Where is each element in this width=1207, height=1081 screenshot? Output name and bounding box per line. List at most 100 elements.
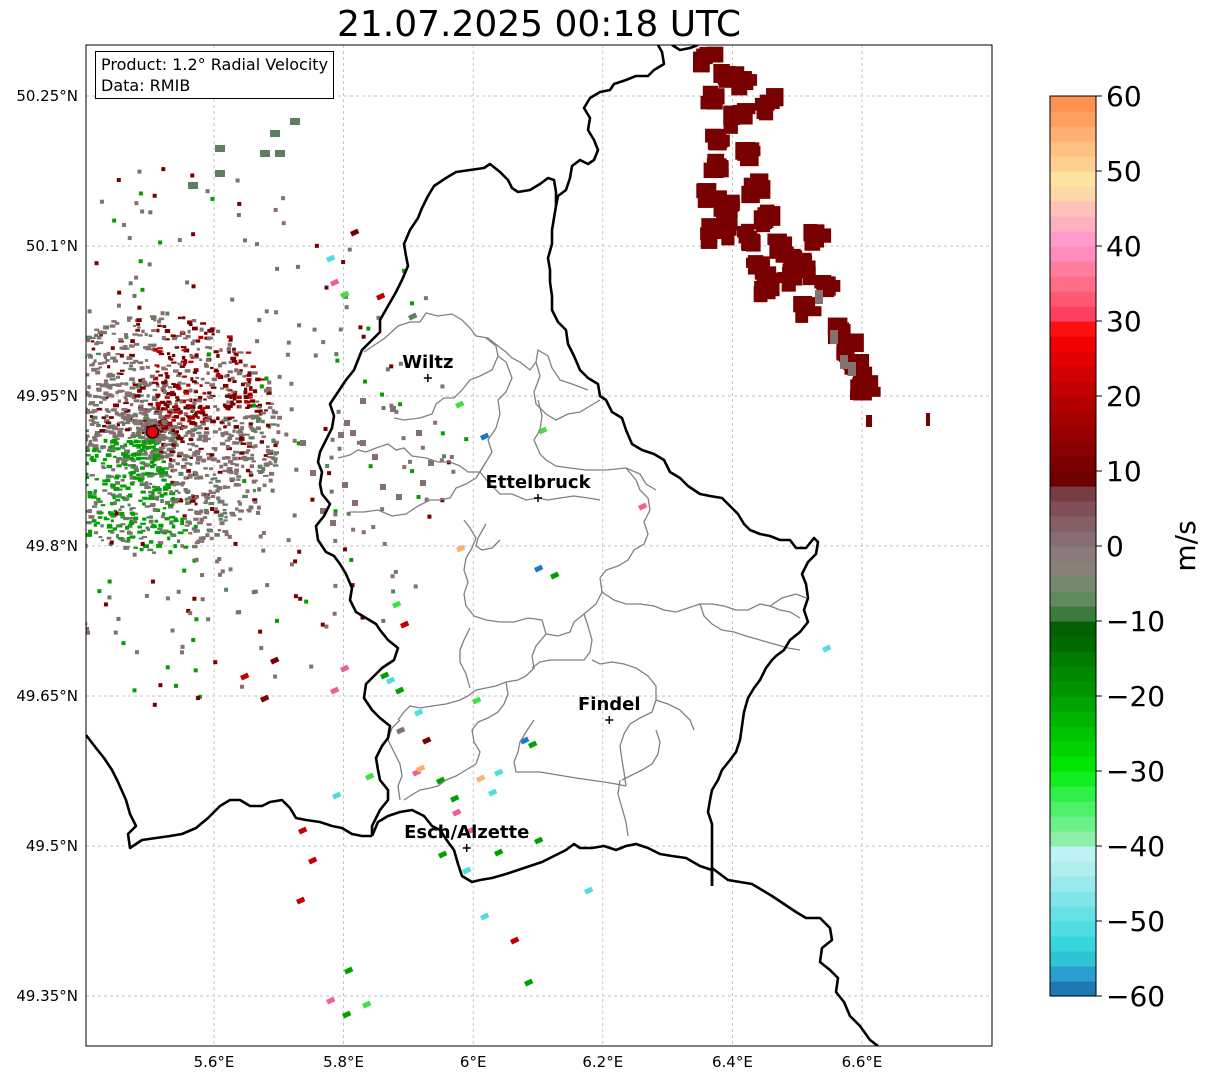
colorbar-segment (1050, 636, 1096, 652)
city-label: Wiltz (402, 352, 453, 373)
lat-tick-label: 49.95°N (16, 387, 78, 405)
lon-tick-label: 6.6°E (842, 1053, 883, 1071)
colorbar-tick-label: 30 (1106, 305, 1142, 338)
colorbar-tick-label: 10 (1106, 455, 1142, 488)
lat-tick-label: 50.1°N (26, 237, 78, 255)
radar-echoes (86, 46, 930, 1019)
colorbar-segment (1050, 456, 1096, 472)
colorbar-segment (1050, 771, 1096, 787)
colorbar-segment (1050, 726, 1096, 742)
colorbar-segment (1050, 606, 1096, 622)
colorbar-segment (1050, 126, 1096, 142)
colorbar-segment (1050, 756, 1096, 772)
colorbar-segment (1050, 321, 1096, 337)
colorbar-segment (1050, 276, 1096, 292)
lat-tick-label: 50.25°N (16, 87, 78, 105)
colorbar-segment (1050, 411, 1096, 427)
colorbar-segment (1050, 876, 1096, 892)
colorbar-tick-label: 20 (1106, 380, 1142, 413)
colorbar-segment (1050, 516, 1096, 532)
colorbar-segment (1050, 111, 1096, 127)
colorbar: 60 50 40 30 20 10 0 −10 −20 −30 −40 −50 −60 m/s (1049, 80, 1202, 1013)
colorbar-segment (1050, 981, 1096, 997)
colorbar-segment (1050, 801, 1096, 817)
country-borders (86, 45, 879, 1046)
colorbar-segment (1050, 486, 1096, 502)
city-marker: Wiltz (402, 352, 453, 382)
lat-tick-label: 49.35°N (16, 987, 78, 1005)
colorbar-tick-label: −30 (1106, 755, 1165, 788)
lat-tick-label: 49.8°N (26, 537, 78, 555)
colorbar-segment (1050, 651, 1096, 667)
colorbar-segment (1050, 261, 1096, 277)
colorbar-segment (1050, 291, 1096, 307)
colorbar-segment (1050, 396, 1096, 412)
colorbar-segment (1050, 336, 1096, 352)
colorbar-tick-label: −40 (1106, 830, 1165, 863)
radar-site-marker (145, 425, 160, 439)
colorbar-tick-label: −20 (1106, 680, 1165, 713)
colorbar-segment (1050, 141, 1096, 157)
canton-borders (337, 312, 807, 837)
plot-frame (85, 44, 993, 1047)
city-marker: Esch/Alzette (404, 822, 529, 852)
colorbar-segment (1050, 501, 1096, 517)
plot-area (86, 45, 992, 1046)
city-label: Findel (578, 694, 641, 715)
colorbar-segment (1050, 861, 1096, 877)
colorbar-segment (1050, 666, 1096, 682)
colorbar-segment (1050, 186, 1096, 202)
colorbar-tick-label: −60 (1106, 980, 1165, 1013)
colorbar-tick-label: 0 (1106, 530, 1124, 563)
colorbar-segment (1050, 696, 1096, 712)
city-markers: Wiltz Ettelbruck Findel Esch/Alzette (402, 352, 641, 852)
colorbar-label: m/s (1169, 520, 1202, 571)
colorbar-segment (1050, 471, 1096, 487)
colorbar-segment (1050, 246, 1096, 262)
colorbar-segment (1050, 561, 1096, 577)
city-label: Ettelbruck (485, 472, 591, 493)
colorbar-segment (1050, 441, 1096, 457)
product-label: Product: 1.2° Radial Velocity (101, 55, 329, 74)
colorbar-segment (1050, 156, 1096, 172)
colorbar-segment (1050, 681, 1096, 697)
colorbar-segment (1050, 531, 1096, 547)
lat-tick-label: 49.5°N (26, 837, 78, 855)
city-marker: Findel (578, 694, 641, 724)
colorbar-segment (1050, 786, 1096, 802)
data-source-label: Data: RMIB (101, 76, 191, 95)
colorbar-segment (1050, 951, 1096, 967)
map-title: 21.07.2025 00:18 UTC (336, 4, 742, 45)
city-marker: Ettelbruck (485, 472, 592, 502)
lon-tick-label: 6.2°E (582, 1053, 623, 1071)
colorbar-segment (1050, 621, 1096, 637)
colorbar-segment (1050, 546, 1096, 562)
colorbar-segment (1050, 816, 1096, 832)
colorbar-tick-label: −10 (1106, 605, 1165, 638)
axis-labels: 5.6°E 5.8°E 6°E 6.2°E 6.4°E 6.6°E 50.25°N 50.1°… (16, 87, 882, 1071)
lon-tick-label: 6.4°E (712, 1053, 753, 1071)
colorbar-tick-label: 40 (1106, 230, 1142, 263)
product-info-box: Product: 1.2° Radial Velocity Data: RMIB (95, 51, 335, 99)
colorbar-segment (1050, 426, 1096, 442)
colorbar-tick-label: 60 (1106, 80, 1142, 113)
city-label: Esch/Alzette (404, 822, 529, 843)
colorbar-segment (1050, 306, 1096, 322)
colorbar-segment (1050, 216, 1096, 232)
colorbar-segment (1050, 231, 1096, 247)
colorbar-segment (1050, 591, 1096, 607)
lon-tick-label: 6°E (460, 1053, 487, 1071)
colorbar-segment (1050, 906, 1096, 922)
colorbar-segment (1050, 381, 1096, 397)
lat-tick-label: 49.65°N (16, 687, 78, 705)
colorbar-segment (1050, 576, 1096, 592)
lon-tick-label: 5.6°E (194, 1053, 235, 1071)
colorbar-segment (1050, 201, 1096, 217)
colorbar-segment (1050, 846, 1096, 862)
colorbar-segment (1050, 96, 1096, 112)
colorbar-segment (1050, 351, 1096, 367)
colorbar-segment (1050, 891, 1096, 907)
lon-tick-label: 5.8°E (323, 1053, 364, 1071)
colorbar-segment (1050, 171, 1096, 187)
